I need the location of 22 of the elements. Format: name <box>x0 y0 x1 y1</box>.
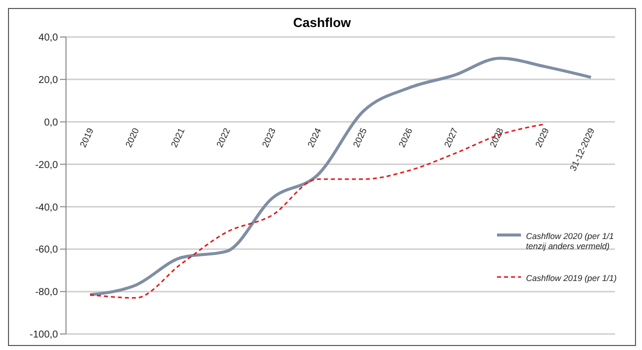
x-tick-label: 2027 <box>442 126 460 149</box>
x-tick-label: 2028 <box>488 126 506 149</box>
y-tick-label: -40,0 <box>35 202 58 214</box>
x-tick-label: 2026 <box>396 126 414 149</box>
chart-title: Cashflow <box>292 15 352 30</box>
y-tick-label: 0,0 <box>44 117 58 128</box>
x-tick-label: 2023 <box>260 126 278 149</box>
y-tick-label: -60,0 <box>35 244 58 256</box>
x-tick-label: 2024 <box>306 126 324 149</box>
legend-label: Cashflow 2020 (per 1/1 tenzij anders vermeld) <box>526 231 615 251</box>
x-tick-label: 2029 <box>533 126 551 149</box>
x-tick-label: 2021 <box>169 126 187 149</box>
y-tick-label: -80,0 <box>35 287 58 298</box>
y-tick-label: -20,0 <box>35 160 58 171</box>
legend-label: Cashflow 2019 (per 1/1) <box>526 273 617 283</box>
y-tick-label: 40,0 <box>38 32 58 44</box>
x-tick-label: 2019 <box>78 126 96 149</box>
y-tick-label: 20,0 <box>38 74 58 86</box>
x-tick-label: 2022 <box>214 126 232 149</box>
y-tick-label: -100,0 <box>30 330 58 341</box>
x-tick-label: 2020 <box>123 126 141 149</box>
x-tick-label: 2025 <box>351 126 369 149</box>
